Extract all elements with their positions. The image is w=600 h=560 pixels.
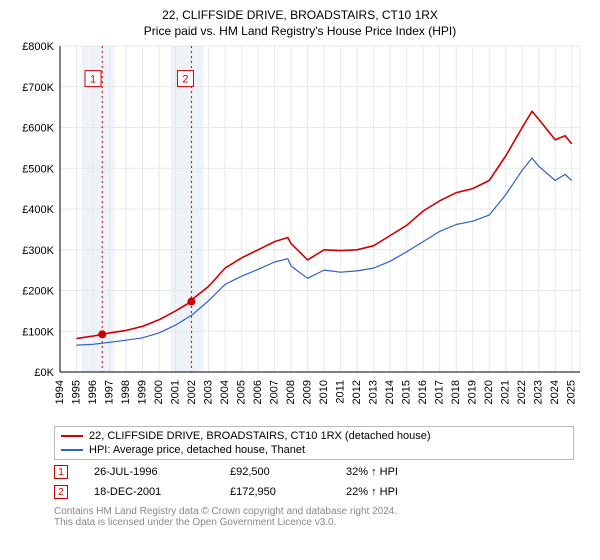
svg-text:1: 1 — [90, 74, 96, 86]
svg-text:£100K: £100K — [22, 326, 54, 338]
marker-badge-1: 1 — [54, 465, 68, 479]
legend-label-1: 22, CLIFFSIDE DRIVE, BROADSTAIRS, CT10 1… — [89, 430, 431, 442]
footer-line-2: This data is licensed under the Open Gov… — [54, 517, 590, 528]
svg-text:2007: 2007 — [269, 380, 281, 404]
legend-row-series1: 22, CLIFFSIDE DRIVE, BROADSTAIRS, CT10 1… — [61, 429, 567, 443]
chart-svg: £0K £100K £200K £300K £400K £500K £600K £700K £8… — [10, 42, 590, 422]
legend-label-2: HPI: Average price, detached house, Than… — [89, 444, 305, 456]
svg-text:2001: 2001 — [170, 380, 182, 404]
transaction-price-2: £172,950 — [230, 486, 320, 498]
svg-text:£300K: £300K — [22, 245, 54, 257]
svg-text:2023: 2023 — [533, 380, 545, 404]
transaction-date-1: 26-JUL-1996 — [94, 466, 204, 478]
svg-text:£600K: £600K — [22, 123, 54, 135]
svg-text:2017: 2017 — [434, 380, 446, 404]
svg-text:2: 2 — [182, 74, 188, 86]
chart-titles: 22, CLIFFSIDE DRIVE, BROADSTAIRS, CT10 1… — [10, 8, 590, 38]
svg-text:2005: 2005 — [236, 380, 248, 404]
svg-text:2009: 2009 — [302, 380, 314, 404]
svg-text:1994: 1994 — [54, 380, 66, 404]
transaction-row-2: 2 18-DEC-2001 £172,950 22% ↑ HPI — [54, 482, 574, 502]
legend-swatch-2 — [61, 449, 83, 451]
svg-text:2006: 2006 — [252, 380, 264, 404]
transaction-table: 1 26-JUL-1996 £92,500 32% ↑ HPI 2 18-DEC… — [54, 462, 574, 502]
svg-text:2024: 2024 — [549, 380, 561, 404]
marker-badge-2: 2 — [54, 485, 68, 499]
svg-text:2018: 2018 — [450, 380, 462, 404]
title-address: 22, CLIFFSIDE DRIVE, BROADSTAIRS, CT10 1… — [10, 8, 590, 22]
svg-text:2015: 2015 — [401, 380, 413, 404]
svg-text:2012: 2012 — [351, 380, 363, 404]
svg-text:1999: 1999 — [137, 380, 149, 404]
svg-text:1996: 1996 — [87, 380, 99, 404]
svg-text:2022: 2022 — [516, 380, 528, 404]
legend-swatch-1 — [61, 435, 83, 437]
svg-text:£500K: £500K — [22, 163, 54, 175]
transaction-delta-1: 32% ↑ HPI — [346, 466, 398, 478]
svg-text:£800K: £800K — [22, 42, 54, 53]
svg-text:£700K: £700K — [22, 82, 54, 94]
legend: 22, CLIFFSIDE DRIVE, BROADSTAIRS, CT10 1… — [54, 426, 574, 460]
svg-text:2002: 2002 — [186, 380, 198, 404]
svg-text:2003: 2003 — [203, 380, 215, 404]
svg-text:1995: 1995 — [71, 380, 83, 404]
transaction-delta-2: 22% ↑ HPI — [346, 486, 398, 498]
svg-text:2021: 2021 — [500, 380, 512, 404]
svg-text:1998: 1998 — [120, 380, 132, 404]
transaction-row-1: 1 26-JUL-1996 £92,500 32% ↑ HPI — [54, 462, 574, 482]
footer: Contains HM Land Registry data © Crown c… — [54, 506, 590, 528]
svg-text:1997: 1997 — [104, 380, 116, 404]
svg-text:2025: 2025 — [566, 380, 578, 404]
svg-text:2016: 2016 — [417, 380, 429, 404]
svg-text:2020: 2020 — [483, 380, 495, 404]
transaction-price-1: £92,500 — [230, 466, 320, 478]
footer-line-1: Contains HM Land Registry data © Crown c… — [54, 506, 590, 517]
legend-row-series2: HPI: Average price, detached house, Than… — [61, 443, 567, 457]
transaction-date-2: 18-DEC-2001 — [94, 486, 204, 498]
chart: £0K £100K £200K £300K £400K £500K £600K £700K £8… — [10, 42, 590, 422]
svg-text:2013: 2013 — [368, 380, 380, 404]
title-subtitle: Price paid vs. HM Land Registry's House … — [10, 24, 590, 38]
svg-text:2011: 2011 — [335, 380, 347, 404]
svg-text:£0K: £0K — [34, 367, 54, 379]
svg-text:2010: 2010 — [318, 380, 330, 404]
svg-text:£400K: £400K — [22, 204, 54, 216]
svg-text:£200K: £200K — [22, 286, 54, 298]
svg-text:2004: 2004 — [219, 380, 231, 404]
svg-text:2019: 2019 — [467, 380, 479, 404]
svg-text:2008: 2008 — [285, 380, 297, 404]
svg-text:2014: 2014 — [384, 380, 396, 404]
svg-text:2000: 2000 — [153, 380, 165, 404]
